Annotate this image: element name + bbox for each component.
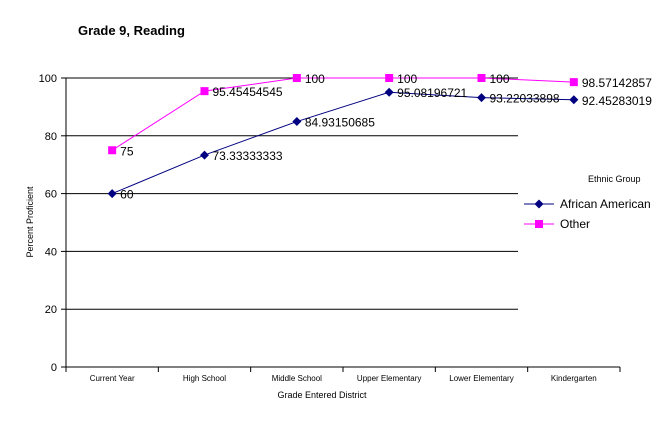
- y-tick-label: 60: [45, 189, 57, 201]
- y-tick-label: 40: [45, 246, 57, 258]
- data-label: 100: [490, 72, 510, 86]
- y-tick-label: 80: [45, 131, 57, 143]
- y-tick-label: 20: [45, 304, 57, 316]
- data-label: 84.93150685: [305, 116, 375, 130]
- legend-marker: [535, 220, 543, 228]
- x-tick-label: Lower Elementary: [449, 374, 513, 383]
- y-tick-labels: 0 20 40 60 80 100: [39, 73, 57, 374]
- chart-title: Grade 9, Reading: [78, 23, 185, 38]
- legend: Ethnic Group African American Other: [524, 174, 651, 231]
- y-axis-label: Percent Proficient: [25, 186, 35, 258]
- data-point: [569, 95, 579, 105]
- x-axis-label: Grade Entered District: [277, 390, 367, 400]
- data-point: [385, 74, 394, 82]
- data-label: 73.33333333: [213, 149, 283, 163]
- data-point: [200, 87, 209, 96]
- x-tick-labels: Current Year High School Middle School Uppe…: [90, 374, 597, 383]
- data-point: [107, 189, 117, 199]
- data-label: 100: [305, 72, 325, 86]
- series-markers: [107, 74, 579, 199]
- x-tick-label: Current Year: [90, 374, 135, 383]
- legend-title: Ethnic Group: [588, 174, 641, 184]
- y-tick-label: 0: [51, 362, 57, 374]
- data-point: [569, 78, 578, 87]
- x-tick-label: High School: [183, 374, 226, 383]
- x-tick-label: Upper Elementary: [357, 374, 421, 383]
- grid: [66, 77, 518, 310]
- data-labels: 60 73.33333333 84.93150685 95.08196721 93.22…: [120, 72, 652, 202]
- data-label: 95.45454545: [213, 85, 283, 99]
- data-point: [292, 117, 302, 127]
- axes: [61, 77, 621, 372]
- legend-entry: African American: [560, 197, 651, 211]
- series-line-1: [111, 77, 574, 151]
- x-tick-label: Kindergarten: [551, 374, 597, 383]
- series-lines: [111, 77, 574, 195]
- data-point: [384, 87, 394, 97]
- data-point: [200, 150, 209, 160]
- series-line-0: [111, 91, 574, 195]
- y-tick-label: 100: [39, 73, 57, 85]
- data-label: 60: [120, 188, 134, 202]
- data-point: [108, 146, 117, 155]
- legend-entry: Other: [560, 217, 590, 231]
- data-label: 75: [120, 144, 134, 158]
- data-label: 95.08196721: [397, 86, 467, 100]
- data-label: 92.45283019: [582, 94, 652, 108]
- data-label: 100: [397, 72, 417, 86]
- data-label: 93.22033898: [490, 92, 560, 106]
- data-point: [477, 74, 486, 82]
- data-point: [477, 93, 486, 103]
- x-tick-label: Middle School: [272, 374, 322, 383]
- data-point: [292, 74, 301, 82]
- legend-marker: [534, 199, 544, 209]
- data-label: 98.57142857: [582, 76, 652, 90]
